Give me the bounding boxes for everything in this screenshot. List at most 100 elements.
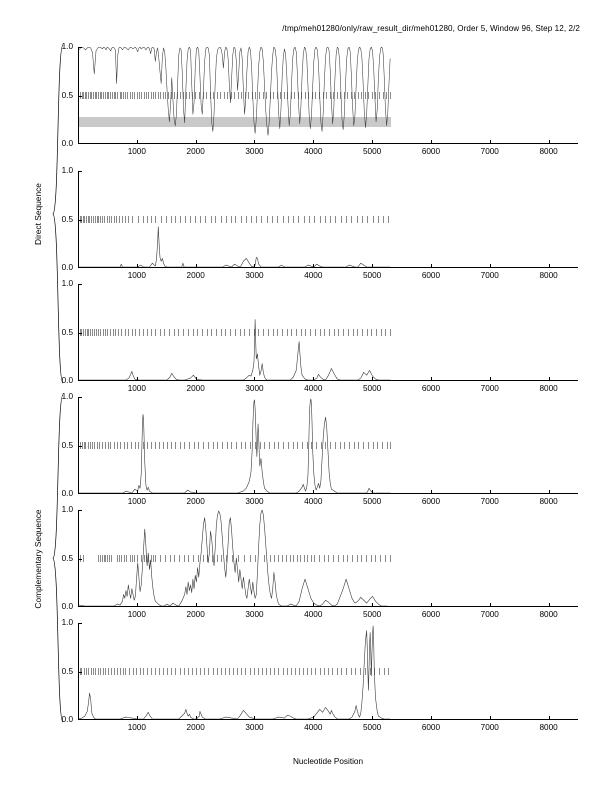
y-tick-mark (78, 332, 82, 334)
x-tick-label: 4000 (304, 271, 323, 280)
direct-sequence-brace (52, 44, 64, 384)
plot-area-direct-frame-3 (78, 284, 578, 381)
x-tick-mark (195, 716, 197, 720)
x-tick-mark (136, 377, 138, 381)
plot-area-complementary-frame-2 (78, 510, 578, 607)
x-tick-label: 2000 (186, 610, 205, 619)
y-tick-label: 1.0 (61, 391, 73, 401)
y-tick-label: 0.5 (61, 553, 73, 563)
y-tick-label: 0.0 (61, 714, 73, 724)
x-tick-label: 3000 (245, 147, 264, 156)
x-tick-label: 8000 (539, 497, 558, 506)
x-tick-label: 6000 (421, 497, 441, 506)
x-tick-label: 7000 (480, 723, 499, 732)
x-tick-label: 7000 (480, 610, 499, 619)
y-tick-mark (78, 397, 82, 398)
x-tick-mark (430, 264, 432, 268)
x-tick-mark (489, 140, 491, 144)
y-tick-mark (78, 671, 82, 673)
x-tick-mark (313, 716, 315, 720)
x-tick-label: 6000 (421, 147, 441, 156)
x-tick-label: 3000 (245, 497, 264, 506)
x-tick-label: 1000 (127, 384, 146, 393)
y-tick-label: 1.0 (61, 617, 73, 627)
y-tick-label: 1.0 (61, 41, 73, 51)
orf-hash-marks (79, 442, 578, 449)
y-tick-mark (78, 171, 82, 172)
y-tick-mark (78, 284, 82, 285)
x-tick-label: 3000 (245, 723, 264, 732)
x-tick-mark (136, 603, 138, 607)
plot-area-complementary-frame-3 (78, 623, 578, 720)
y-tick-label: 0.0 (61, 262, 73, 272)
x-tick-label: 3000 (245, 271, 264, 280)
x-tick-mark (489, 603, 491, 607)
panel-direct-frame-1: 0.0 0.5 1.0 1000 2000 3000 4000 5000 6000 7000 800… (62, 42, 578, 156)
x-tick-mark (254, 264, 256, 268)
y-tick-label: 1.0 (61, 504, 73, 514)
x-tick-mark (372, 716, 374, 720)
x-tick-label: 3000 (245, 610, 264, 619)
x-tick-label: 6000 (421, 384, 441, 393)
x-tick-label: 3000 (245, 384, 264, 393)
x-tick-mark (254, 377, 256, 381)
orf-hash-marks (79, 92, 578, 99)
y-tick-label: 1.0 (61, 165, 73, 175)
x-tick-mark (136, 140, 138, 144)
x-tick-mark (430, 140, 432, 144)
direct-sequence-label: Direct Sequence (33, 183, 43, 245)
x-tick-mark (313, 264, 315, 268)
trace-complementary-frame-2 (79, 510, 578, 606)
complementary-sequence-label: Complementary Sequence (33, 508, 43, 609)
x-tick-mark (548, 140, 550, 144)
x-tick-label: 2000 (186, 384, 205, 393)
x-tick-mark (548, 490, 550, 494)
y-tick-mark (78, 47, 82, 48)
trace-complementary-frame-3 (79, 623, 578, 719)
x-tick-label: 2000 (186, 271, 205, 280)
y-tick-label: 0.5 (61, 327, 73, 337)
x-tick-mark (489, 716, 491, 720)
panel-direct-frame-3: 0.0 0.5 1.0 1000 2000 3000 4000 5000 6000 7000 800… (62, 279, 578, 393)
x-tick-label: 4000 (304, 610, 323, 619)
x-tick-mark (136, 716, 138, 720)
x-tick-mark (313, 140, 315, 144)
x-tick-label: 5000 (363, 497, 382, 506)
x-tick-label: 6000 (421, 610, 441, 619)
x-tick-label: 1000 (127, 147, 146, 156)
plot-area-complementary-frame-1 (78, 397, 578, 494)
y-tick-mark (78, 95, 82, 97)
panel-direct-frame-2: 0.0 0.5 1.0 1000 2000 3000 4000 5000 6000 7000 800… (62, 166, 578, 280)
x-tick-mark (430, 603, 432, 607)
x-tick-label: 4000 (304, 723, 323, 732)
y-tick-mark (78, 623, 82, 624)
trace-direct-frame-2 (79, 171, 578, 267)
x-tick-mark (195, 140, 197, 144)
x-tick-label: 1000 (127, 497, 146, 506)
x-tick-mark (430, 490, 432, 494)
trace-direct-frame-1 (79, 47, 578, 143)
x-tick-mark (313, 377, 315, 381)
y-tick-label: 1.0 (61, 278, 73, 288)
x-tick-label: 7000 (480, 497, 499, 506)
orf-hash-marks (79, 329, 578, 336)
y-tick-label: 0.0 (61, 375, 73, 385)
x-tick-label: 2000 (186, 147, 205, 156)
x-tick-mark (430, 377, 432, 381)
x-tick-label: 2000 (186, 497, 205, 506)
x-tick-mark (372, 140, 374, 144)
x-tick-label: 5000 (363, 271, 382, 280)
x-tick-label: 7000 (480, 271, 499, 280)
x-tick-label: 4000 (304, 497, 323, 506)
trace-direct-frame-3 (79, 284, 578, 380)
x-tick-label: 4000 (304, 147, 323, 156)
x-tick-mark (548, 603, 550, 607)
x-tick-label: 1000 (127, 723, 146, 732)
y-tick-label: 0.5 (61, 90, 73, 100)
x-tick-mark (372, 490, 374, 494)
x-tick-mark (489, 264, 491, 268)
x-tick-mark (489, 377, 491, 381)
x-tick-label: 7000 (480, 384, 499, 393)
y-tick-label: 0.0 (61, 601, 73, 611)
